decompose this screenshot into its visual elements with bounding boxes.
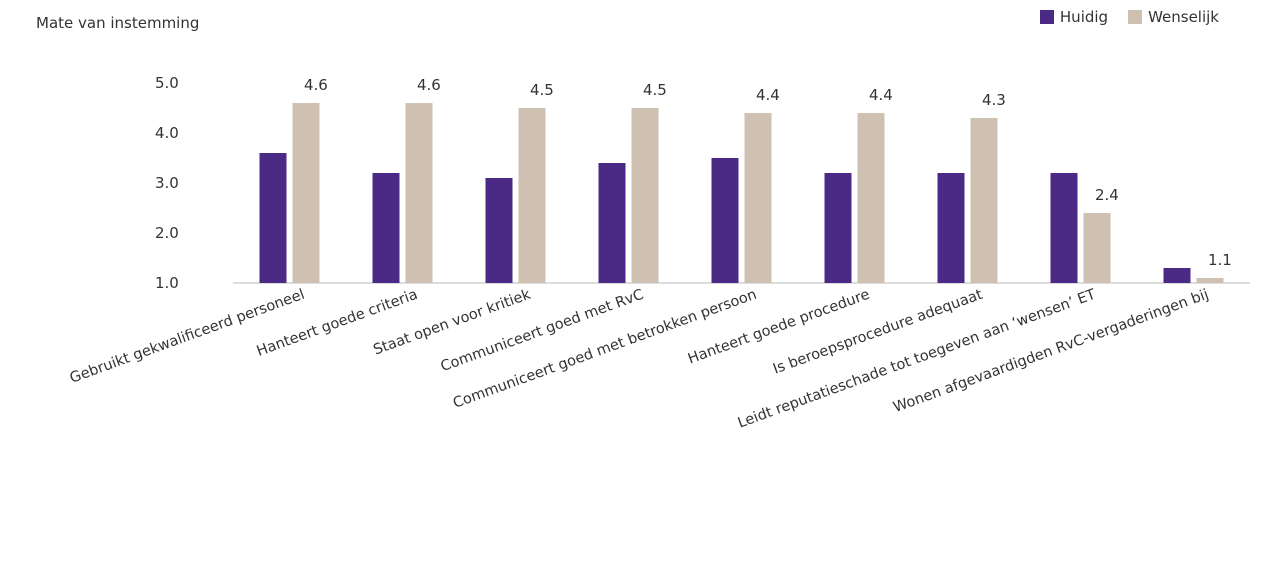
data-label-wenselijk: 4.5 (643, 81, 667, 99)
data-label-wenselijk: 4.3 (982, 91, 1006, 109)
legend-swatch-huidig (1039, 10, 1054, 24)
y-axis-label: Mate van instemming (36, 14, 200, 32)
bar-wenselijk (857, 113, 885, 283)
data-label-wenselijk: 2.4 (1095, 186, 1119, 204)
bar-wenselijk (631, 108, 659, 283)
bar-wenselijk (1083, 213, 1111, 283)
bar-wenselijk (292, 103, 320, 283)
bar-wenselijk (1196, 278, 1224, 283)
category-label: Gebruikt gekwalificeerd personeel (68, 287, 307, 387)
bar-wenselijk (405, 103, 433, 283)
bar-huidig (937, 173, 965, 283)
y-tick-label: 2.0 (155, 224, 179, 242)
bar-huidig (598, 163, 626, 283)
bar-huidig (485, 178, 513, 283)
bar-wenselijk (518, 108, 546, 283)
data-label-wenselijk: 4.4 (756, 86, 780, 104)
bar-huidig (711, 158, 739, 283)
legend-item-wenselijk: Wenselijk (1128, 8, 1219, 26)
legend-item-huidig: Huidig (1039, 8, 1109, 26)
y-tick-label: 1.0 (155, 274, 179, 292)
data-label-wenselijk: 1.1 (1208, 251, 1232, 269)
y-tick-label: 5.0 (155, 74, 179, 92)
bar-huidig (372, 173, 400, 283)
legend-label-wenselijk: Wenselijk (1148, 8, 1219, 26)
bar-huidig (824, 173, 852, 283)
data-label-wenselijk: 4.5 (530, 81, 554, 99)
bar-wenselijk (744, 113, 772, 283)
bar-huidig (259, 153, 287, 283)
category-label: Hanteert goede procedure (686, 287, 872, 368)
y-tick-label: 4.0 (155, 124, 179, 142)
data-label-wenselijk: 4.6 (304, 76, 328, 94)
bar-wenselijk (970, 118, 998, 283)
bar-huidig (1163, 268, 1191, 283)
bar-huidig (1050, 173, 1078, 283)
legend: Huidig Wenselijk (1039, 8, 1219, 26)
legend-label-huidig: Huidig (1059, 8, 1109, 26)
y-tick-label: 3.0 (155, 174, 179, 192)
legend-swatch-wenselijk (1128, 10, 1143, 24)
data-label-wenselijk: 4.4 (869, 86, 893, 104)
data-label-wenselijk: 4.6 (417, 76, 441, 94)
category-label: Communiceert goed met RvC (439, 287, 646, 375)
